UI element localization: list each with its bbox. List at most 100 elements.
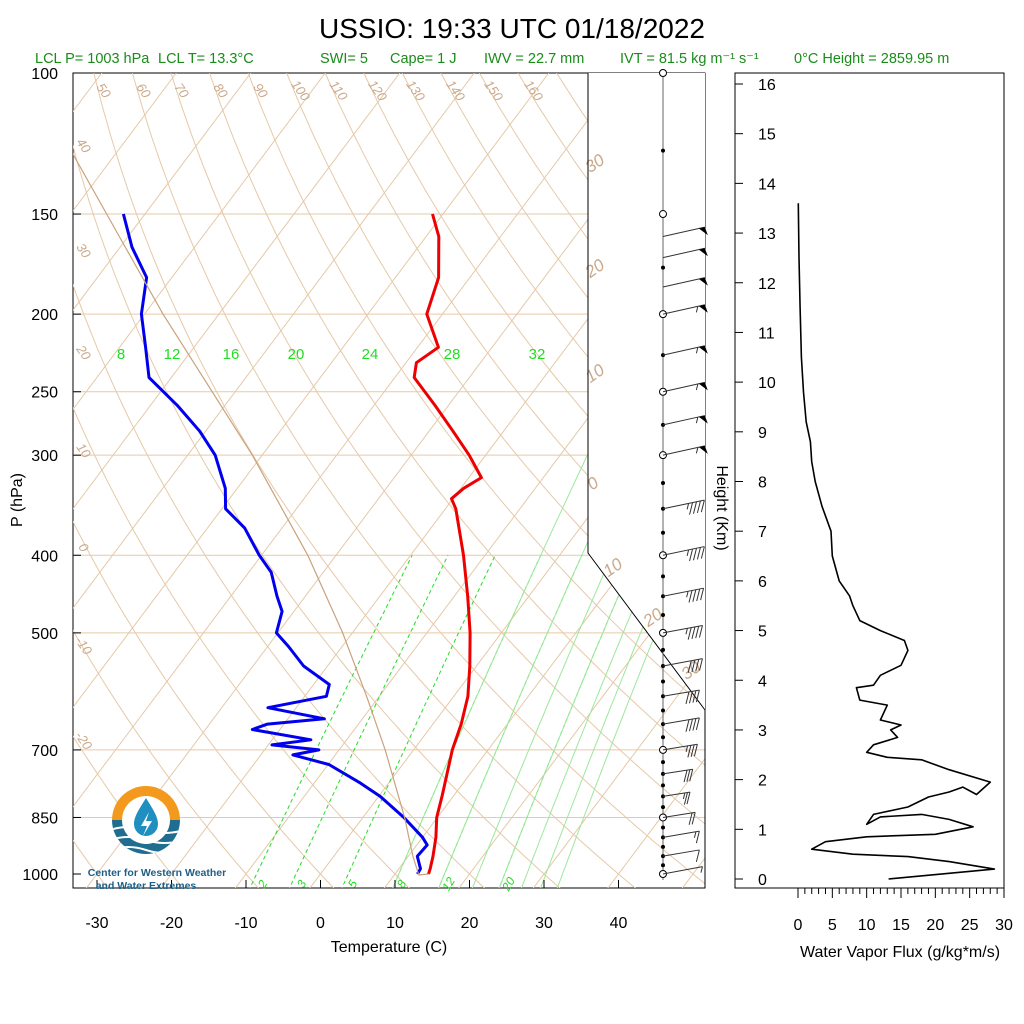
y-tick-label: 700: [31, 743, 58, 760]
height-tick-label: 5: [758, 624, 767, 641]
flux-xlabel: Water Vapor Flux (g/kg*m/s): [800, 944, 1000, 961]
y-tick-label: 1000: [22, 867, 58, 884]
isotherm-label: 0: [75, 540, 92, 555]
isotherm-line: [73, 73, 401, 510]
mixing-ratio-label: 12: [439, 874, 458, 893]
mixing-ratio-line: [392, 555, 542, 888]
flux-tick-label: 10: [858, 917, 876, 934]
chart-title: USSIO: 19:33 UTC 01/18/2022: [319, 13, 705, 44]
mixing-ratio-label: 16: [223, 346, 240, 363]
dry-adiabat-line: [247, 73, 705, 709]
y-tick-label: 150: [31, 207, 58, 224]
skewt-traces: [73, 152, 483, 876]
isotherm-label: 140: [443, 77, 468, 104]
mixing-ratio-line: [498, 555, 637, 888]
height-tick-label: 7: [758, 524, 767, 541]
wind-barb: [662, 415, 708, 426]
mixing-ratio-label: 12: [164, 346, 181, 363]
x-tick-label: 0: [316, 915, 325, 932]
skewt-ylabel: P (hPa): [9, 473, 26, 527]
isotherm-line: [73, 73, 326, 411]
y-tick-label: 100: [31, 66, 58, 83]
mixing-ratio-line: [288, 555, 449, 888]
isotherm-label: 60: [133, 80, 154, 101]
dry-adiabat-line: [324, 73, 705, 596]
height-tick-label: 8: [758, 475, 767, 492]
dry-adiabat-line: [73, 406, 410, 888]
subtitle-lcl-t: LCL T= 13.3°C: [158, 51, 254, 67]
x-tick-label: 20: [461, 915, 479, 932]
dry-adiabat-line: [73, 520, 335, 888]
chart-subtitle: LCL P= 1003 hPa LCL T= 13.3°C SWI= 5 Cap…: [35, 51, 949, 67]
barb-level-dot: [661, 735, 665, 740]
wind-barb: [662, 277, 708, 288]
dewpoint-trace: [121, 213, 429, 875]
barb-level-marker: [659, 210, 667, 219]
isotherm-line: [73, 73, 550, 709]
height-tick-label: 16: [758, 77, 776, 94]
wind-barb: [662, 587, 705, 603]
dry-adiabat-line: [73, 629, 259, 888]
isotherm-label: 20: [73, 341, 95, 363]
isotherm-label: 110: [327, 78, 352, 104]
isotherm-label: 120: [365, 77, 390, 104]
mixing-ratio-label: 20: [288, 346, 305, 363]
wind-barb-column: [659, 69, 708, 880]
barb-level-dot: [661, 825, 665, 830]
parcel-trace: [73, 152, 429, 876]
barb-level-marker: [659, 69, 667, 77]
dry-adiabat-line: [170, 73, 705, 825]
subtitle-ivt: IVT = 81.5 kg m⁻¹ s⁻¹: [620, 51, 759, 67]
dry-adiabat-line: [479, 73, 705, 379]
height-tick-label: 6: [758, 574, 767, 591]
isotherm-line: [458, 559, 705, 888]
isotherm-line: [73, 73, 252, 311]
flux-trace: [797, 203, 996, 880]
wind-barb: [662, 768, 694, 783]
height-tick-label: 3: [758, 723, 767, 740]
logo-line2: and Water Extremes: [96, 880, 197, 892]
isotherm-label: 100: [288, 77, 313, 104]
flux-tick-label: 15: [892, 917, 910, 934]
subtitle-cape: Cape= 1 J: [390, 51, 457, 67]
dry-adiabat-line: [440, 73, 705, 433]
y-tick-label: 200: [31, 307, 58, 324]
isotherm-line: [73, 73, 475, 609]
wind-barb: [662, 247, 708, 259]
height-tick-label: 14: [758, 176, 776, 193]
wind-barb: [662, 830, 700, 844]
isotherm-label: 90: [250, 80, 271, 101]
wind-barb: [662, 499, 705, 515]
barb-level-dot: [661, 265, 665, 270]
mixing-ratio-line: [249, 555, 413, 888]
subtitle-swi: SWI= 5: [320, 51, 368, 67]
skewt-xlabel: Temperature (C): [331, 939, 447, 956]
barb-level-dot: [661, 708, 665, 713]
barb-level-dot: [661, 574, 665, 579]
dry-adiabat-line: [363, 73, 705, 541]
water-drop-icon: [134, 798, 158, 836]
mixing-ratio-label: 20: [499, 874, 518, 894]
mixing-ratio-line: [341, 555, 496, 888]
wind-barb: [662, 381, 708, 393]
flux-tick-label: 5: [828, 917, 837, 934]
height-tick-label: 0: [758, 872, 767, 889]
wind-barb: [662, 226, 708, 237]
isotherm-label: 10: [73, 440, 94, 461]
skewt-background-lines: [73, 73, 705, 888]
flux-line: [797, 203, 996, 880]
barb-level-dot: [661, 863, 665, 868]
y-tick-label: 400: [31, 548, 58, 565]
isotherm-label: 30: [73, 240, 94, 261]
wind-barb: [662, 743, 698, 758]
isotherm-label: -10: [72, 633, 96, 658]
height-tick-label: 11: [758, 325, 775, 342]
isotherm-label: 40: [73, 135, 94, 156]
barb-level-dot: [661, 783, 665, 788]
mixing-ratio-label: 24: [362, 346, 379, 363]
barb-level-dot: [661, 530, 665, 535]
subtitle-iwv: IWV = 22.7 mm: [484, 51, 584, 67]
isotherm-line: [73, 73, 177, 212]
